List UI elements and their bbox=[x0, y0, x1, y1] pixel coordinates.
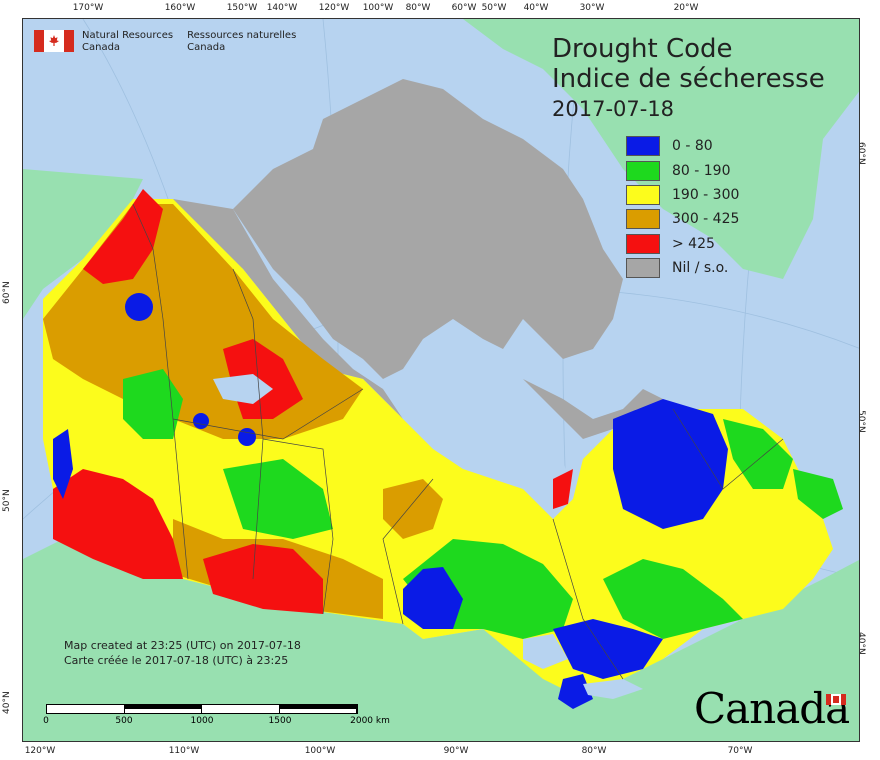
tick-top-150w: 150°W bbox=[226, 3, 258, 13]
tick-left-50n: 50°N bbox=[2, 489, 12, 512]
wordmark-flag-icon bbox=[826, 694, 846, 705]
tick-bottom-110w: 110°W bbox=[168, 746, 200, 756]
tick-bottom-100w: 100°W bbox=[304, 746, 336, 756]
legend-label: > 425 bbox=[672, 235, 715, 252]
canada-flag-icon bbox=[34, 30, 74, 52]
tick-top-100w: 100°W bbox=[362, 3, 394, 13]
prairie-blue-spot-1 bbox=[193, 413, 209, 429]
bc-red bbox=[53, 469, 183, 579]
agency-fr-line1: Ressources naturelles bbox=[187, 30, 297, 41]
legend-label: 190 - 300 bbox=[672, 186, 740, 203]
boundaries bbox=[132, 203, 784, 680]
scale-label: 1000 bbox=[190, 716, 214, 726]
title-en: Drought Code bbox=[552, 34, 733, 64]
quebec-red bbox=[553, 469, 573, 509]
scale-labels: 0 500 1000 1500 2000 km bbox=[43, 714, 390, 728]
tick-top-120w: 120°W bbox=[318, 3, 350, 13]
quebec-blue bbox=[613, 399, 728, 529]
scale-label: 500 bbox=[115, 716, 133, 726]
agency-en-line1: Natural Resources bbox=[82, 30, 174, 41]
yukon-blue-spot bbox=[125, 293, 153, 321]
greenland-land bbox=[463, 19, 859, 279]
canada-wordmark: Canada bbox=[694, 684, 850, 733]
bc-coast-blue bbox=[53, 429, 73, 499]
map-title: Drought Code Indice de sécheresse 2017-0… bbox=[552, 34, 825, 122]
tick-top-20w: 20°W bbox=[673, 3, 699, 13]
agency-name-en: Natural Resources Canada bbox=[82, 30, 173, 54]
legend-item: 300 - 425 bbox=[626, 207, 739, 231]
yukon-red bbox=[83, 189, 163, 284]
tick-top-50w: 50°W bbox=[481, 3, 507, 13]
legend-item: Nil / s.o. bbox=[626, 256, 739, 280]
scale-label: 2000 km bbox=[350, 716, 390, 726]
legend-swatch bbox=[626, 233, 660, 254]
tick-bottom-90w: 90°W bbox=[443, 746, 469, 756]
labrador-green bbox=[723, 419, 793, 489]
agency-fr-line2: Canada bbox=[187, 42, 226, 53]
lowerlakes-blue bbox=[553, 619, 663, 679]
tick-left-40n: 40°N bbox=[2, 691, 12, 714]
map-canvas bbox=[23, 19, 859, 741]
scale-label: 1500 bbox=[268, 716, 292, 726]
scale-bar: 0 500 1000 1500 2000 km bbox=[43, 704, 390, 728]
legend-item: 0 - 80 bbox=[626, 134, 739, 158]
prairie-green bbox=[223, 459, 333, 539]
legend: 0 - 80 80 - 190 190 - 300 300 - 425 > 425 Nil… bbox=[626, 134, 739, 280]
map-credits: Map created at 23:25 (UTC) on 2017-07-18… bbox=[64, 638, 301, 668]
legend-label: 300 - 425 bbox=[672, 211, 740, 228]
tick-top-30w: 30°W bbox=[579, 3, 605, 13]
southern-ontario-blue bbox=[558, 674, 593, 709]
credit-fr: Carte créée le 2017-07-18 (UTC) à 23:25 bbox=[64, 654, 289, 667]
northern-mainland-nil bbox=[173, 199, 403, 419]
legend-item: 80 - 190 bbox=[626, 158, 739, 182]
map-panel bbox=[22, 18, 860, 742]
usa-land bbox=[23, 539, 859, 741]
legend-swatch bbox=[626, 258, 660, 279]
arctic-islands bbox=[233, 79, 623, 379]
legend-swatch bbox=[626, 160, 660, 181]
legend-swatch bbox=[626, 184, 660, 205]
legend-swatch bbox=[626, 209, 660, 230]
tick-bottom-80w: 80°W bbox=[581, 746, 607, 756]
tick-top-140w: 140°W bbox=[266, 3, 298, 13]
tick-top-160w: 160°W bbox=[164, 3, 196, 13]
tick-bottom-70w: 70°W bbox=[727, 746, 753, 756]
hudson-bay bbox=[403, 399, 573, 519]
tick-top-60w: 60°W bbox=[451, 3, 477, 13]
agency-header: Natural Resources Canada Ressources natu… bbox=[34, 30, 296, 54]
credit-en: Map created at 23:25 (UTC) on 2017-07-18 bbox=[64, 639, 301, 652]
prairie-blue-spot-2 bbox=[238, 428, 256, 446]
tick-bottom-120w: 120°W bbox=[24, 746, 56, 756]
legend-swatch bbox=[626, 136, 660, 157]
agency-name-fr: Ressources naturelles Canada bbox=[187, 30, 296, 54]
legend-label: Nil / s.o. bbox=[672, 260, 729, 277]
central-green bbox=[123, 369, 183, 439]
legend-item: 190 - 300 bbox=[626, 183, 739, 207]
agency-en-line2: Canada bbox=[82, 42, 121, 53]
scale-label: 0 bbox=[43, 716, 49, 726]
title-date: 2017-07-18 bbox=[552, 97, 675, 121]
legend-label: 80 - 190 bbox=[672, 162, 731, 179]
ontario-orange bbox=[383, 479, 443, 539]
eastern-green bbox=[603, 559, 743, 639]
tick-top-80w: 80°W bbox=[405, 3, 431, 13]
prairie-red bbox=[203, 544, 323, 614]
newfoundland-green bbox=[793, 469, 843, 519]
scale-bar-graphic bbox=[46, 704, 358, 714]
legend-label: 0 - 80 bbox=[672, 138, 713, 155]
legend-item: > 425 bbox=[626, 232, 739, 256]
tick-top-170w: 170°W bbox=[72, 3, 104, 13]
title-fr: Indice de sécheresse bbox=[552, 64, 825, 94]
tick-left-60n: 60°N bbox=[2, 281, 12, 304]
alaska-land bbox=[23, 169, 143, 319]
ontario-blue bbox=[403, 567, 463, 629]
great-lakes bbox=[523, 634, 643, 699]
tick-top-40w: 40°W bbox=[523, 3, 549, 13]
